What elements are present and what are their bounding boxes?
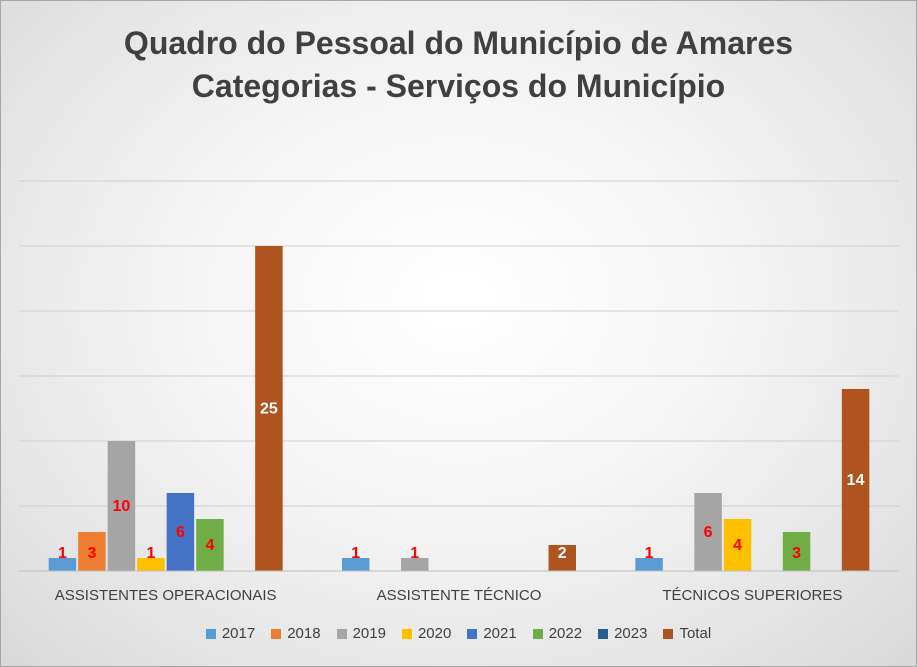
x-tick-label: ASSISTENTES OPERACIONAIS [55,587,277,604]
bar [166,493,195,571]
legend-label: 2023 [614,625,648,642]
legend-label: 2019 [352,625,386,642]
bar [841,389,870,571]
bar [401,558,429,571]
legend-label: 2022 [548,625,583,642]
legend-item: 2018 [271,625,321,642]
data-label: 6 [176,524,185,541]
chart-legend: 2017 2018 2019 2020 2021 2022 2023 Total [1,625,916,642]
data-label: 10 [113,498,131,515]
data-label: 6 [704,524,713,541]
bar [137,558,165,571]
legend-label: 2021 [483,625,517,642]
chart-title: Quadro do Pessoal do Município de Amares [123,25,794,61]
data-label: 1 [146,545,155,562]
legend-swatch [271,628,282,639]
data-label: 4 [205,537,214,554]
bar [107,441,136,571]
bar [635,558,663,571]
legend-label: Total [679,625,712,642]
legend-label: 2020 [417,625,452,642]
legend-swatch [401,628,412,639]
bar [694,493,722,571]
legend-item: 2019 [336,625,386,642]
legend-item: Total [663,625,711,642]
legend-swatch [532,628,543,639]
legend-item: 2020 [401,625,452,642]
x-tick-label: TÉCNICOS SUPERIORES [662,587,842,604]
legend-label: 2017 [221,625,256,642]
legend-swatch [467,628,478,639]
legend-swatch [336,628,347,639]
data-label: 2 [558,545,567,562]
data-label: 3 [792,545,801,562]
bar [78,532,106,571]
legend-label: 2018 [287,625,321,642]
bar [548,545,576,571]
data-label: 1 [645,545,654,562]
data-label: 1 [351,545,360,562]
legend-item: 2017 [205,625,256,642]
legend-item: 2023 [598,625,647,642]
bar [255,246,283,571]
data-label: 25 [260,401,278,418]
bar [48,558,77,571]
bar [342,558,370,571]
legend-swatch [663,628,674,639]
legend-item: 2021 [467,625,517,642]
bar [723,519,752,571]
bar [782,532,811,571]
data-label: 3 [87,545,96,562]
legend-swatch [205,628,216,639]
data-label: 1 [58,545,67,562]
data-label: 1 [410,545,419,562]
chart-subtitle: Categorias - Serviços do Município [191,68,726,104]
legend-item: 2022 [532,625,583,642]
data-label: 4 [733,537,742,554]
x-tick-label: ASSISTENTE TÉCNICO [377,587,542,604]
legend-swatch [598,628,609,639]
data-label: 14 [847,472,865,489]
bar [196,519,224,571]
